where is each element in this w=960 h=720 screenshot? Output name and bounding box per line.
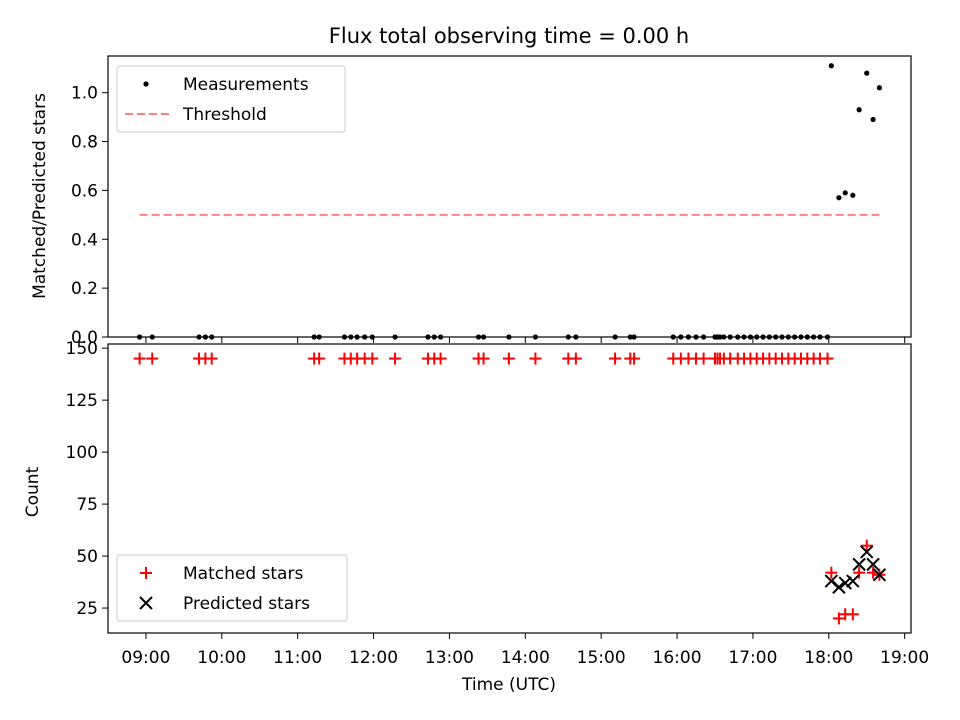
matched-star-point — [205, 352, 218, 365]
predicted-star-point — [852, 557, 866, 572]
matched-star-point — [853, 566, 866, 579]
top-axes-frame — [107, 55, 912, 338]
x-axis-label: Time (UTC) — [461, 675, 556, 695]
matched-star-point — [366, 352, 379, 365]
measurement-point — [876, 85, 882, 91]
matched-star-point — [502, 352, 515, 365]
top-legend: Measurements Threshold — [116, 65, 346, 133]
x-tick-label: 10:00 — [197, 648, 246, 668]
bottom-y-tick-label: 75 — [76, 495, 98, 515]
matched-star-point — [860, 539, 873, 552]
top-y-tick-label: 0.0 — [71, 328, 98, 348]
matched-star-point — [146, 352, 159, 365]
top-y-axis-label: Matched/Predicted stars — [30, 93, 50, 299]
matched-star-point — [832, 612, 845, 625]
measurement-point — [864, 70, 870, 76]
measurements-legend-marker — [143, 81, 149, 87]
predicted-star-point — [872, 568, 887, 582]
x-tick-label: 13:00 — [425, 648, 474, 668]
x-tick-label: 19:00 — [880, 648, 929, 668]
x-tick-label: 18:00 — [804, 648, 853, 668]
predicted-star-point — [832, 580, 846, 594]
legend-matched-stars: Matched stars — [183, 564, 303, 584]
legend-threshold: Threshold — [182, 105, 267, 125]
bottom-axes-frame — [107, 343, 912, 634]
bottom-panel: Count Time (UTC) 25 50 75 100 125 150 09:00 10:… — [23, 339, 929, 695]
matched-star-point — [628, 352, 641, 365]
top-y-tick-label: 0.4 — [71, 230, 98, 250]
x-tick-label: 15:00 — [577, 648, 626, 668]
measurement-point — [828, 63, 834, 69]
bottom-legend: Matched stars Predicted stars — [116, 554, 348, 622]
matched-legend-marker — [140, 567, 152, 579]
x-tick-label: 09:00 — [121, 648, 170, 668]
top-ticks: 0.0 0.2 0.4 0.6 0.8 1.0 — [71, 84, 906, 348]
x-tick-label: 12:00 — [349, 648, 398, 668]
bottom-y-tick-label: 100 — [66, 443, 98, 463]
bottom-legend-box — [116, 554, 348, 622]
matched-star-point — [846, 608, 859, 621]
matched-star-point — [821, 352, 834, 365]
top-y-tick-label: 0.6 — [71, 181, 98, 201]
x-tick-label: 17:00 — [728, 648, 777, 668]
measurement-point — [856, 107, 862, 113]
measurement-point — [836, 195, 842, 201]
top-panel: Flux total observing time = 0.00 h Match… — [30, 24, 912, 348]
predicted-star-point — [866, 557, 880, 572]
x-tick-label: 14:00 — [501, 648, 550, 668]
bottom-y-tick-label: 50 — [76, 547, 98, 567]
matched-star-point — [477, 352, 490, 365]
bottom-y-tick-label: 125 — [66, 391, 98, 411]
predicted-star-point — [846, 574, 860, 588]
bottom-y-axis-label: Count — [23, 466, 43, 517]
matched-star-point — [389, 352, 402, 365]
measurement-point — [850, 192, 856, 198]
x-tick-label: 11:00 — [273, 648, 322, 668]
matched-star-point — [825, 566, 838, 579]
predicted-star-point — [838, 576, 852, 590]
matched-star-point — [529, 352, 542, 365]
matched-star-point — [133, 352, 146, 365]
top-y-tick-label: 1.0 — [71, 84, 98, 104]
measurement-point — [870, 116, 876, 123]
bottom-marks — [133, 352, 887, 625]
legend-measurements: Measurements — [183, 75, 309, 95]
bottom-y-tick-label: 150 — [66, 339, 98, 359]
measurement-point — [842, 190, 848, 196]
top-y-tick-label: 0.2 — [71, 279, 98, 299]
top-legend-box — [116, 65, 346, 133]
predicted-legend-marker — [139, 596, 153, 610]
bottom-y-tick-label: 25 — [76, 599, 98, 619]
matched-star-point — [434, 352, 447, 365]
matched-star-point — [569, 352, 582, 365]
matched-star-point — [697, 352, 710, 365]
legend-predicted-stars: Predicted stars — [183, 594, 310, 614]
predicted-star-point — [860, 545, 874, 559]
chart-title: Flux total observing time = 0.00 h — [329, 24, 689, 48]
x-tick-label: 16:00 — [653, 648, 702, 668]
bottom-ticks: 25 50 75 100 125 150 09:00 10:00 11:00 12:00 13:00… — [66, 339, 930, 668]
matched-star-point — [313, 352, 326, 365]
matched-star-point — [609, 352, 622, 365]
top-y-tick-label: 0.8 — [71, 133, 98, 153]
